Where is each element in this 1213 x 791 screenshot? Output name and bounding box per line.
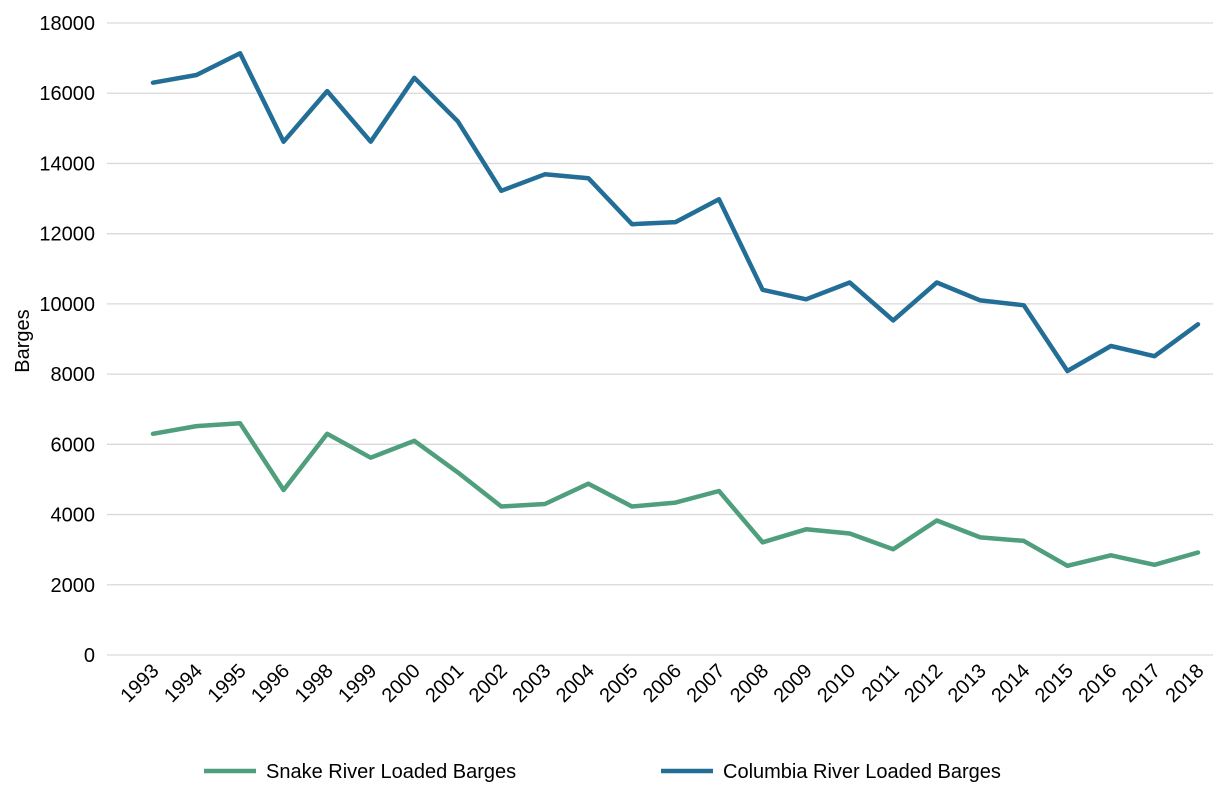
series-line-snake-river xyxy=(150,421,1201,569)
x-tick-label: 1999 xyxy=(334,660,381,707)
x-tick-label: 2004 xyxy=(552,660,599,707)
x-tick-label: 2010 xyxy=(813,660,860,707)
x-tick-label: 2008 xyxy=(726,660,773,707)
y-tick-label: 2000 xyxy=(51,575,96,597)
x-tick-label: 2005 xyxy=(595,660,642,707)
y-tick-label: 18000 xyxy=(39,13,95,35)
legend-label: Snake River Loaded Barges xyxy=(266,761,516,783)
x-tick-label: 2002 xyxy=(465,660,512,707)
x-tick-label: 2012 xyxy=(900,660,947,707)
legend-label: Columbia River Loaded Barges xyxy=(723,761,1001,783)
series-line-columbia-river xyxy=(150,50,1201,374)
y-tick-label: 8000 xyxy=(51,364,96,386)
y-tick-label: 16000 xyxy=(39,83,95,105)
series-lines xyxy=(150,50,1201,569)
y-axis-title: Barges xyxy=(12,309,34,372)
x-tick-label: 2011 xyxy=(858,660,904,706)
x-tick-label: 2016 xyxy=(1074,660,1121,707)
y-tick-label: 14000 xyxy=(39,153,95,175)
x-axis-ticks: 1993199419951996199819992000200120022003… xyxy=(117,660,1209,707)
legend: Snake River Loaded Barges Columbia River … xyxy=(204,761,1001,783)
x-tick-label: 1994 xyxy=(160,660,207,707)
x-tick-label: 2009 xyxy=(770,660,817,707)
x-tick-label: 2003 xyxy=(508,660,555,707)
x-tick-label: 2000 xyxy=(378,660,425,707)
x-tick-label: 1995 xyxy=(204,660,251,707)
gridlines xyxy=(107,22,1213,656)
x-tick-label: 1996 xyxy=(247,660,294,707)
x-tick-label: 2007 xyxy=(683,660,730,707)
x-tick-label: 2015 xyxy=(1031,660,1078,707)
x-tick-label: 2001 xyxy=(421,660,468,707)
y-tick-label: 0 xyxy=(84,645,95,667)
y-tick-label: 6000 xyxy=(51,434,96,456)
x-tick-label: 2014 xyxy=(987,660,1034,707)
x-tick-label: 2017 xyxy=(1118,660,1165,707)
y-tick-label: 4000 xyxy=(51,505,96,527)
x-tick-label: 2018 xyxy=(1162,660,1209,707)
y-tick-label: 12000 xyxy=(39,224,95,246)
y-axis-ticks: 0 2000 4000 6000 8000 10000 12000 14000 16000 180… xyxy=(39,13,95,667)
x-tick-label: 1998 xyxy=(291,660,338,707)
y-tick-label: 10000 xyxy=(39,294,95,316)
x-tick-label: 2013 xyxy=(944,660,991,707)
x-tick-label: 2006 xyxy=(639,660,686,707)
x-tick-label: 1993 xyxy=(117,660,164,707)
